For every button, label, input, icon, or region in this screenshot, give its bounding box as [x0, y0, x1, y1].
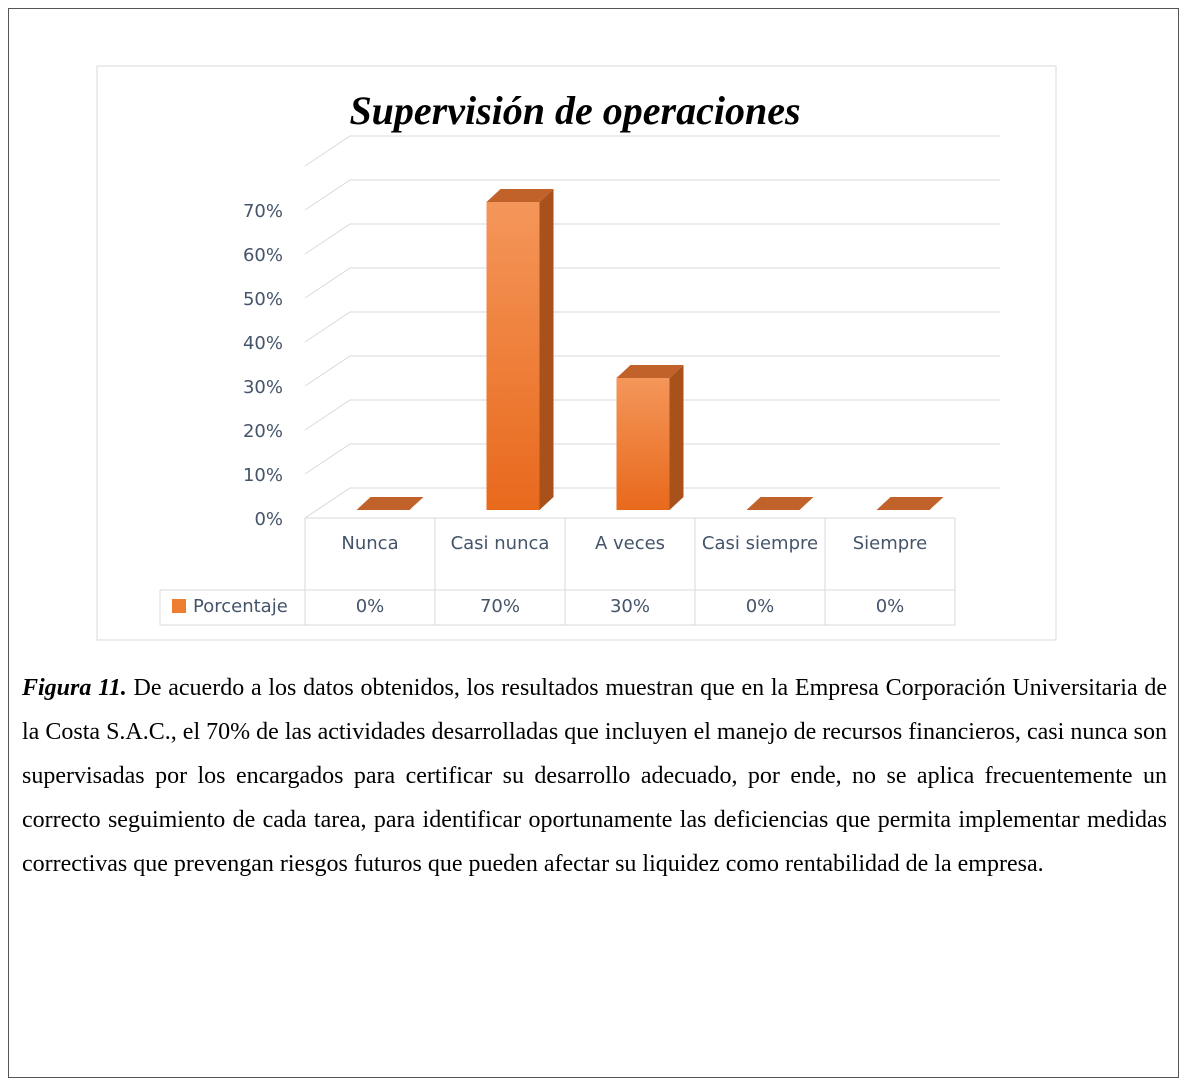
- y-tick-label: 60%: [243, 245, 283, 266]
- x-tick-label-box: Siempre: [852, 533, 928, 554]
- caption-label: Figura 11.: [22, 675, 127, 701]
- bar-side: [669, 365, 684, 510]
- bar-top: [876, 497, 944, 510]
- bar-front: [616, 378, 670, 510]
- grid-line: [304, 179, 1000, 211]
- chart-area: [96, 65, 1057, 641]
- x-tick-label-box: Nunca: [341, 533, 399, 554]
- legend-swatch: [172, 599, 186, 613]
- value-label: 0%: [746, 596, 775, 617]
- bar: [356, 497, 424, 510]
- bar-top: [356, 497, 424, 510]
- y-tick-label: 20%: [243, 421, 283, 442]
- grid-line: [304, 223, 1000, 255]
- x-tick-label: Siempre: [852, 533, 928, 554]
- grid-line: [304, 355, 1000, 387]
- bar: [746, 497, 814, 510]
- value-label: 70%: [480, 596, 520, 617]
- y-tick-label: 40%: [243, 333, 283, 354]
- value-label: 0%: [356, 596, 385, 617]
- bar-front: [486, 202, 540, 510]
- chart-title: Supervisión de operaciones: [349, 88, 800, 133]
- y-tick-label: 0%: [254, 509, 283, 530]
- caption-text: De acuerdo a los datos obtenidos, los re…: [22, 675, 1167, 877]
- legend-label: Porcentaje: [193, 596, 288, 617]
- grid-line: [304, 399, 1000, 431]
- y-tick-label: 70%: [243, 201, 283, 222]
- value-label: 0%: [876, 596, 905, 617]
- bar-top: [486, 189, 554, 202]
- bar-side: [539, 189, 554, 510]
- chart: Supervisión de operaciones 0% 10% 20% 30% 40…: [96, 65, 1057, 641]
- grid-line: [304, 311, 1000, 343]
- y-tick-label: 50%: [243, 289, 283, 310]
- value-label: 30%: [610, 596, 650, 617]
- x-tick-label-box: Casi nunca: [450, 533, 550, 554]
- x-tick-label: Casi nunca: [450, 533, 550, 554]
- caption: Figura 11. De acuerdo a los datos obteni…: [22, 666, 1167, 886]
- bar-top: [746, 497, 814, 510]
- x-tick-label: A veces: [594, 533, 666, 554]
- bar: [616, 365, 684, 510]
- grid-line: [304, 487, 1000, 519]
- bar: [876, 497, 944, 510]
- y-tick-label: 10%: [243, 465, 283, 486]
- bar-top: [616, 365, 684, 378]
- x-tick-label: Casi siempre: [701, 533, 819, 554]
- y-tick-label: 30%: [243, 377, 283, 398]
- grid-line: [304, 443, 1000, 475]
- x-tick-label: Nunca: [341, 533, 399, 554]
- x-tick-label-box: A veces: [594, 533, 666, 554]
- grid-line: [304, 267, 1000, 299]
- grid-line-top: [304, 135, 1000, 167]
- bar: [486, 189, 554, 510]
- x-tick-label-box: Casi siempre: [701, 533, 819, 554]
